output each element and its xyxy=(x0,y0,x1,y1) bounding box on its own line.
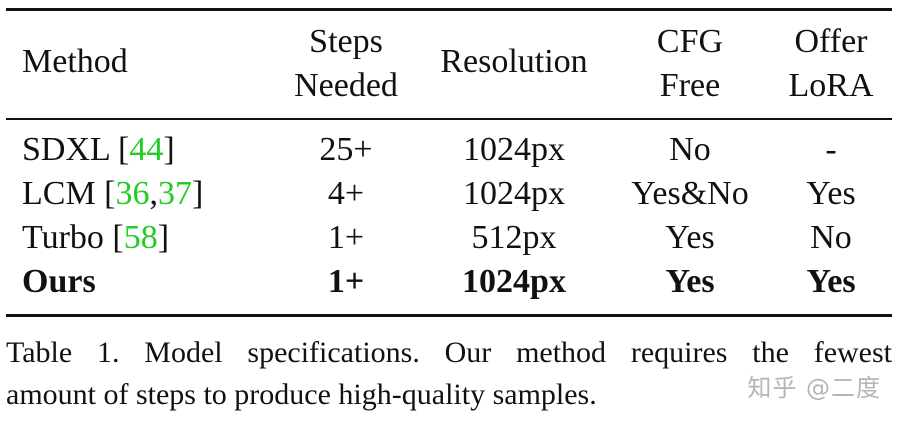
row-lcm-resolution: 1024px xyxy=(463,175,565,212)
header-steps-line2: Needed xyxy=(294,67,398,104)
row-turbo-steps: 1+ xyxy=(327,219,365,256)
caption-line-1: Table 1. Model specifications. Our metho… xyxy=(6,336,892,369)
row-lcm-lora: Yes xyxy=(806,175,856,212)
row-sdxl-method: SDXL [44] xyxy=(22,131,175,168)
row-ours-cfg: Yes xyxy=(665,263,715,300)
citation-link[interactable]: 36 xyxy=(115,175,150,212)
row-lcm-method: LCM [36,37] xyxy=(22,175,204,212)
table-top-rule xyxy=(6,8,892,11)
row-sdxl-resolution: 1024px xyxy=(463,131,565,168)
header-lora-line2: LoRA xyxy=(788,67,874,104)
citation-link[interactable]: 44 xyxy=(129,131,164,168)
row-turbo-cfg: Yes xyxy=(665,219,715,256)
header-cfg-line1: CFG xyxy=(656,23,724,60)
row-lcm-steps: 4+ xyxy=(327,175,365,212)
citation-link[interactable]: 37 xyxy=(158,175,192,212)
table-bottom-rule xyxy=(6,314,892,317)
header-cfg-line2: Free xyxy=(659,67,721,104)
row-ours-steps: 1+ xyxy=(327,263,365,300)
header-steps-line1: Steps xyxy=(309,23,383,60)
table-mid-rule xyxy=(6,118,892,120)
watermark-text: 知乎 @二度 xyxy=(747,374,881,402)
row-sdxl-steps: 25+ xyxy=(319,131,373,168)
caption-line-2: amount of steps to produce high-quality … xyxy=(6,378,597,411)
table-caption: Table 1. Model specifications. Our metho… xyxy=(6,332,892,416)
header-method: Method xyxy=(22,43,128,80)
row-ours-lora: Yes xyxy=(806,263,856,300)
citation-link[interactable]: 58 xyxy=(123,219,158,256)
row-ours-resolution: 1024px xyxy=(462,263,566,300)
row-sdxl-cfg: No xyxy=(669,131,711,168)
row-sdxl-lora: - xyxy=(825,131,837,168)
row-turbo-method: Turbo [58] xyxy=(22,219,170,256)
row-lcm-cfg: Yes&No xyxy=(631,175,749,212)
header-resolution: Resolution xyxy=(440,43,588,80)
row-turbo-resolution: 512px xyxy=(471,219,557,256)
row-ours-method: Ours xyxy=(22,263,96,300)
row-turbo-lora: No xyxy=(810,219,852,256)
header-lora-line1: Offer xyxy=(794,23,868,60)
